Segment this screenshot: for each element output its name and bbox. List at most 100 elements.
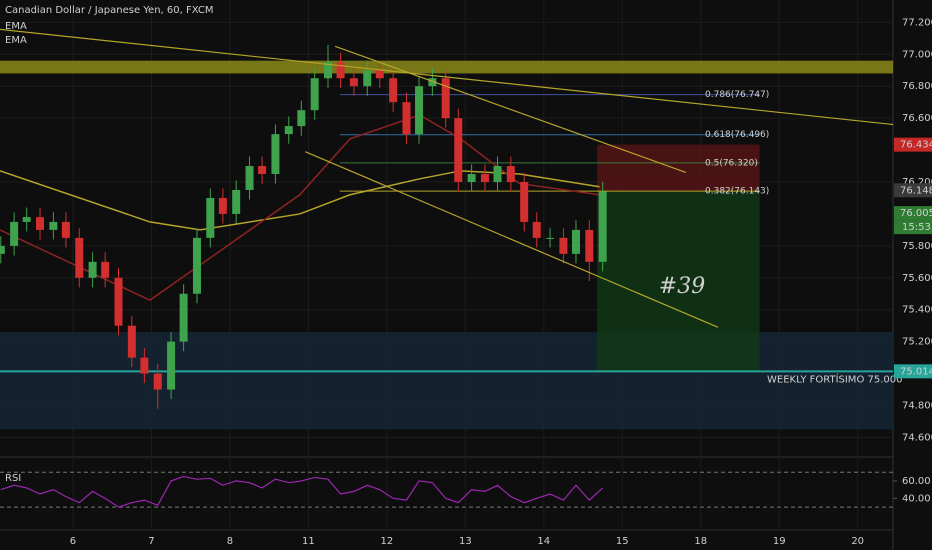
candle-body (22, 217, 31, 222)
price-tag-label: 76.148 (900, 185, 932, 196)
price-tag (894, 206, 932, 221)
fib-label: 0.786(76.747) (705, 90, 769, 100)
y-tick-label: 75.800 (902, 241, 932, 252)
countdown: 15:53 (902, 222, 931, 233)
candle-body (480, 174, 489, 182)
candle-body (10, 221, 19, 246)
rsi-tick-label: 40.00 (902, 493, 931, 504)
candle-body (127, 325, 136, 358)
x-tick-label: 18 (694, 536, 707, 547)
x-tick-label: 15 (616, 536, 629, 547)
y-tick-label: 76.800 (902, 81, 932, 92)
candle-body (0, 245, 5, 254)
annotation: #39 (659, 274, 705, 299)
x-tick-label: 13 (459, 536, 472, 547)
price-tag (894, 137, 932, 152)
y-tick-label: 75.400 (902, 305, 932, 316)
candle-body (258, 166, 267, 175)
candle-body (284, 126, 293, 135)
trendline (334, 45, 687, 173)
y-tick-label: 74.800 (902, 401, 932, 412)
candle-body (140, 357, 149, 374)
candle-body (245, 166, 254, 190)
trendline (305, 151, 719, 328)
candle-body (571, 229, 580, 254)
rsi-tick-label: 60.00 (902, 476, 931, 487)
candle-body (363, 70, 372, 87)
fib-label: 0.618(76.496) (705, 130, 769, 140)
rsi-label: RSI (5, 473, 21, 484)
candle-body (428, 78, 437, 87)
candle-body (467, 174, 476, 182)
candle-body (324, 62, 333, 79)
countdown-bg (894, 220, 932, 235)
candle-body (232, 189, 241, 214)
candle-body (153, 373, 162, 390)
x-tick-label: 7 (148, 536, 154, 547)
candle-body (218, 197, 227, 214)
y-tick-label: 77.200 (902, 17, 932, 28)
x-tick-label: 12 (380, 536, 393, 547)
y-tick-label: 75.600 (902, 273, 932, 284)
candle-body (114, 277, 123, 326)
stop-zone (597, 144, 760, 192)
candle-body (336, 62, 345, 79)
candle-body (532, 221, 541, 238)
candle-body (49, 221, 58, 230)
candle-body (61, 221, 70, 238)
y-tick-label: 76.200 (902, 177, 932, 188)
y-tick-label: 75.200 (902, 337, 932, 348)
target-zone (597, 191, 760, 372)
candle-body (454, 118, 463, 182)
candle-body (389, 78, 398, 103)
candle-body (559, 237, 568, 254)
candle-body (206, 197, 215, 238)
price-tag-label: 76.434 (900, 140, 932, 151)
indicator-label: EMA (5, 21, 27, 32)
candle-body (271, 134, 280, 175)
candle-body (441, 78, 450, 119)
price-tag (894, 183, 932, 198)
chart-title: Canadian Dollar / Japanese Yen, 60, FXCM (5, 5, 213, 16)
candle-body (375, 70, 384, 79)
fib-label: 0.382(76.143) (705, 187, 769, 197)
x-tick-label: 6 (70, 536, 76, 547)
candle-body (75, 237, 84, 278)
candle-body (192, 237, 201, 294)
candle-body (310, 78, 319, 111)
candle-body (402, 102, 411, 135)
price-tag-label: 75.014 (900, 366, 932, 377)
trendline (0, 28, 894, 126)
fib-label: 0.5(76.320) (705, 158, 758, 168)
candle-body (520, 182, 529, 222)
y-tick-label: 77.000 (902, 49, 932, 60)
candle-body (179, 293, 188, 342)
indicator-label: EMA (5, 35, 27, 46)
candle-body (415, 86, 424, 135)
candle-body (546, 237, 555, 239)
candle-body (493, 166, 502, 182)
candle-body (88, 261, 97, 278)
zone (0, 60, 893, 74)
candle-body (598, 191, 607, 262)
rsi-line (0, 475, 604, 508)
x-tick-label: 14 (537, 536, 550, 547)
y-tick-label: 74.600 (902, 432, 932, 443)
x-tick-label: 11 (302, 536, 315, 547)
price-tag-label: 76.005 (900, 208, 932, 219)
candle-body (36, 217, 45, 230)
price-tag (894, 364, 932, 379)
level-label: WEEKLY FORTÍSIMO 75.000 (767, 372, 902, 385)
candle-body (585, 229, 594, 262)
candle-body (506, 166, 515, 182)
x-tick-label: 19 (773, 536, 786, 547)
candle-body (101, 261, 110, 278)
y-tick-label: 76.600 (902, 113, 932, 124)
x-tick-label: 8 (227, 536, 233, 547)
candle-body (349, 78, 358, 87)
candle-body (167, 341, 176, 390)
x-tick-label: 20 (851, 536, 864, 547)
